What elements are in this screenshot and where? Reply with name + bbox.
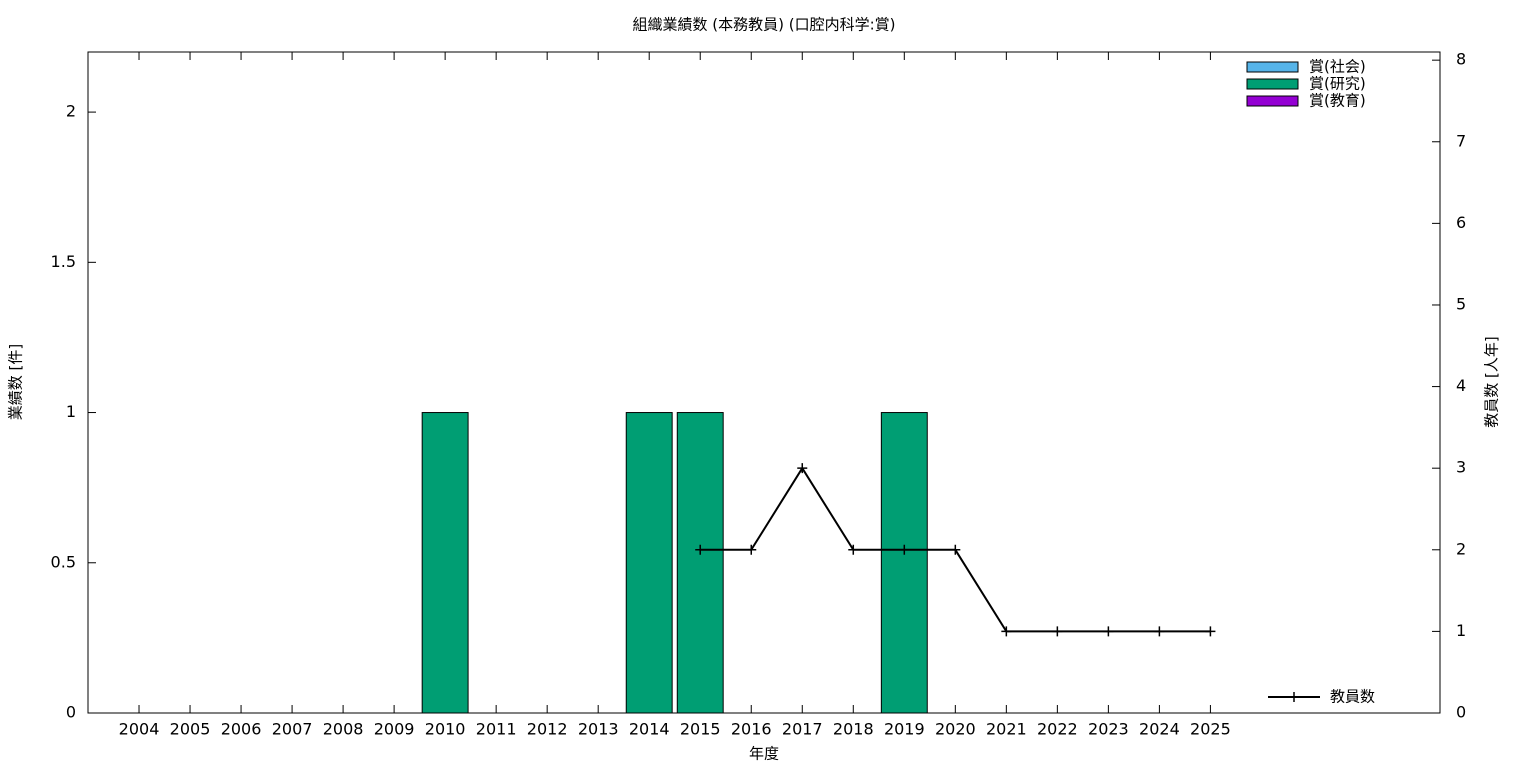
x-tick-label: 2006 bbox=[221, 720, 262, 739]
y2-tick-label: 4 bbox=[1456, 376, 1466, 395]
x-tick-label: 2021 bbox=[986, 720, 1027, 739]
x-axis-label: 年度 bbox=[749, 745, 779, 763]
x-tick-label: 2012 bbox=[527, 720, 568, 739]
x-tick-label: 2008 bbox=[323, 720, 364, 739]
x-tick-label: 2014 bbox=[629, 720, 670, 739]
x-tick-label: 2013 bbox=[578, 720, 619, 739]
legend-label: 賞(社会) bbox=[1309, 58, 1366, 76]
legend-swatch bbox=[1246, 95, 1299, 107]
point bbox=[1001, 626, 1012, 637]
point bbox=[695, 544, 706, 555]
x-tick-label: 2016 bbox=[731, 720, 772, 739]
y2-tick-label: 7 bbox=[1456, 131, 1466, 150]
x-tick-label: 2010 bbox=[425, 720, 466, 739]
x-tick-label: 2020 bbox=[935, 720, 976, 739]
y2-tick-label: 6 bbox=[1456, 213, 1466, 232]
x-tick-label: 2023 bbox=[1088, 720, 1129, 739]
point bbox=[746, 544, 757, 555]
x-tick-label: 2005 bbox=[170, 720, 211, 739]
x-tick-label: 2011 bbox=[476, 720, 517, 739]
y-axis-label: 業績数 [件] bbox=[7, 344, 25, 420]
y2-axis-label: 教員数 [人年] bbox=[1483, 336, 1501, 427]
y2-tick-label: 0 bbox=[1456, 703, 1466, 722]
x-tick-label: 2007 bbox=[272, 720, 313, 739]
x-tick-label: 2019 bbox=[884, 720, 925, 739]
plot-frame bbox=[87, 51, 1441, 714]
x-tick-label: 2017 bbox=[782, 720, 823, 739]
point bbox=[848, 544, 859, 555]
bar bbox=[625, 412, 673, 714]
legend-swatch bbox=[1246, 78, 1299, 90]
point bbox=[1205, 626, 1216, 637]
x-tick-label: 2024 bbox=[1139, 720, 1180, 739]
x-tick-label: 2025 bbox=[1190, 720, 1231, 739]
y2-tick-label: 2 bbox=[1456, 539, 1466, 558]
legend-label: 教員数 bbox=[1330, 688, 1375, 706]
legend-label: 賞(研究) bbox=[1309, 75, 1366, 93]
bar bbox=[421, 412, 469, 714]
point bbox=[1052, 626, 1063, 637]
bar bbox=[880, 412, 928, 714]
y-tick-label: 0 bbox=[66, 703, 76, 722]
point bbox=[1154, 626, 1165, 637]
y2-tick-label: 8 bbox=[1456, 50, 1466, 69]
x-tick-label: 2022 bbox=[1037, 720, 1078, 739]
point bbox=[899, 544, 910, 555]
x-tick-label: 2015 bbox=[680, 720, 721, 739]
x-tick-label: 2004 bbox=[119, 720, 160, 739]
point bbox=[950, 544, 961, 555]
legend-swatch bbox=[1246, 61, 1299, 73]
legend-marker bbox=[1289, 692, 1299, 702]
chart-title: 組織業績数 (本務教員) (口腔内科学:賞) bbox=[633, 16, 896, 34]
y-tick-label: 0.5 bbox=[51, 552, 76, 571]
x-tick-label: 2009 bbox=[374, 720, 415, 739]
point bbox=[797, 463, 808, 474]
x-tick-label: 2018 bbox=[833, 720, 874, 739]
y2-tick-label: 1 bbox=[1456, 621, 1466, 640]
legend-label: 賞(教育) bbox=[1309, 92, 1366, 110]
y-tick-label: 1.5 bbox=[51, 252, 76, 271]
bar bbox=[676, 412, 724, 714]
y-tick-label: 2 bbox=[66, 102, 76, 121]
y2-tick-label: 5 bbox=[1456, 294, 1466, 313]
point bbox=[1103, 626, 1114, 637]
y2-tick-label: 3 bbox=[1456, 458, 1466, 477]
y-tick-label: 1 bbox=[66, 402, 76, 421]
